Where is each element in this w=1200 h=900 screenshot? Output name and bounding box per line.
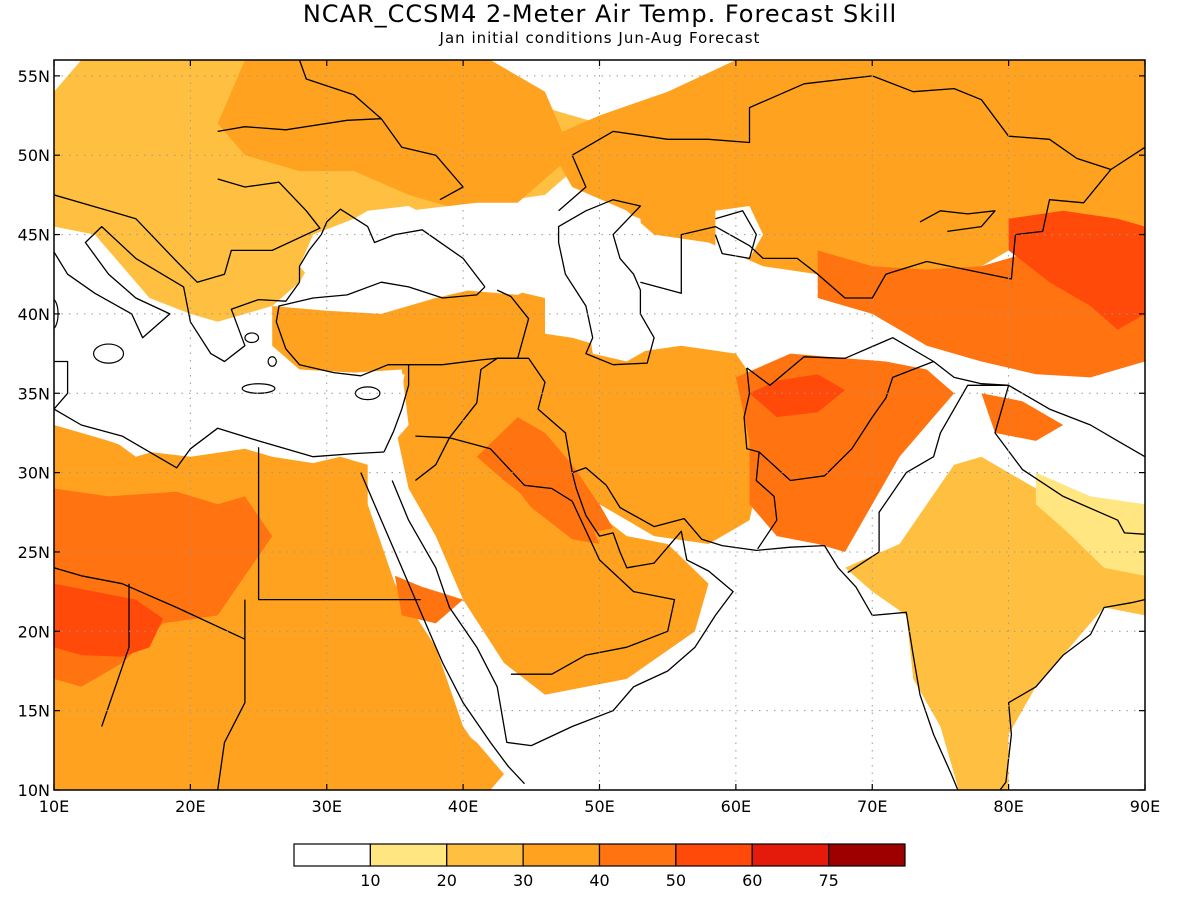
coast-gulf-north [571,467,959,790]
colorbar-label: 50 [666,871,686,890]
lon-tick-label: 80E [993,797,1023,816]
core-niger [54,594,129,640]
lat-tick-label: 45N [18,226,50,245]
island-3 [92,343,125,364]
skill-region-arabia-north [394,353,709,695]
colorbar-swatch-6 [751,843,830,867]
lon-tick-label: 70E [857,797,887,816]
lon-tick-label: 60E [721,797,751,816]
caspian-sea [558,202,655,362]
coast-caspian [557,199,655,366]
core-gulf [504,440,600,544]
bay-of-bengal [1008,607,1145,790]
lon-tick-label: 40E [448,797,478,816]
island-4 [244,332,260,344]
border-sudan [217,639,246,790]
lon-tick-label: 90E [1130,797,1160,816]
arabian-sea [695,559,914,790]
lon-tick-label: 10E [39,797,69,816]
lat-tick-label: 30N [18,464,50,483]
colorbar-label: 10 [360,871,380,890]
core-tibet [981,393,1064,441]
colorbar-swatch-2 [446,843,524,867]
colorbar-label: 75 [818,871,838,890]
colorbar-label: 30 [513,871,533,890]
coast-north-africa [54,360,385,469]
lat-tick-label: 10N [18,781,50,800]
lon-tick-label: 20E [175,797,205,816]
border-chad-niger [101,583,130,727]
lat-tick-label: 20N [18,622,50,641]
grid-lines [54,60,1145,790]
lon-tick-label: 50E [584,797,614,816]
coast-black-sea-north [298,208,486,288]
skill-region-sudan-ethiopia [244,599,504,790]
lat-tick-label: 15N [18,702,50,721]
colorbar-label: 60 [742,871,762,890]
island-0 [241,383,276,394]
coast-levant [275,281,486,453]
island-5 [267,356,277,367]
map-title: NCAR_CCSM4 2-Meter Air Temp. Forecast Sk… [302,0,898,28]
skill-fill-layer [54,60,1145,790]
coast-red-sea-east [391,472,734,747]
colorbar-swatch-5 [675,843,753,867]
coast-red-sea-west [360,472,525,785]
border-europe [54,178,321,283]
colorbar-swatch-4 [598,843,677,867]
core-afghan [749,374,845,418]
axis-ticks: 10E 20E 30E 40E 50E 60E 70E 80E 90E 10N 15N 20N 25N 3… [18,60,1160,816]
skill-region-turkey [272,285,545,376]
colorbar-swatch-0 [293,843,371,867]
core-xinjiang [1090,242,1145,306]
mediterranean [54,337,409,457]
border-libya-chad [54,567,246,640]
skill-region-iraq-gulf [476,417,614,537]
lon-tick-label: 30E [312,797,342,816]
border-egypt-libya [257,447,421,601]
border-kazakh-russia [558,75,1145,212]
coast-india-east [999,598,1145,790]
lat-tick-label: 35N [18,384,50,403]
colorbar-label: 20 [437,871,457,890]
lat-tick-label: 40N [18,305,50,324]
low-bengal [1035,472,1145,576]
colorbar: 10 20 30 40 50 60 75 [293,843,906,890]
colorbar-swatch-1 [369,843,448,867]
coast-aral [714,210,757,260]
border-afghan-pak [746,337,935,482]
colorbar-swatch-3 [522,843,601,867]
border-saudi [415,437,676,675]
skill-region-ukraine-russia-south [217,60,573,211]
border-india-pak [847,384,1145,574]
skill-region-india [845,456,1145,790]
border-china-tibet [933,360,1145,458]
coast-europe [54,225,301,363]
colorbar-swatch-7 [828,843,906,867]
border-central-asia [640,169,1112,299]
skill-region-iran [517,329,764,544]
coastline-layer [54,60,1145,790]
aral-sea [715,206,764,259]
border-turkey-syria [408,289,530,366]
lat-tick-label: 50N [18,146,50,165]
map-subtitle: Jan initial conditions Jun-Aug Forecast [439,29,761,47]
colorbar-label: 40 [589,871,609,890]
lat-tick-label: 55N [18,67,50,86]
border-russia-north [298,60,382,120]
coast-balkhash [919,210,996,233]
core-sudan [394,575,464,624]
lat-tick-label: 25N [18,543,50,562]
